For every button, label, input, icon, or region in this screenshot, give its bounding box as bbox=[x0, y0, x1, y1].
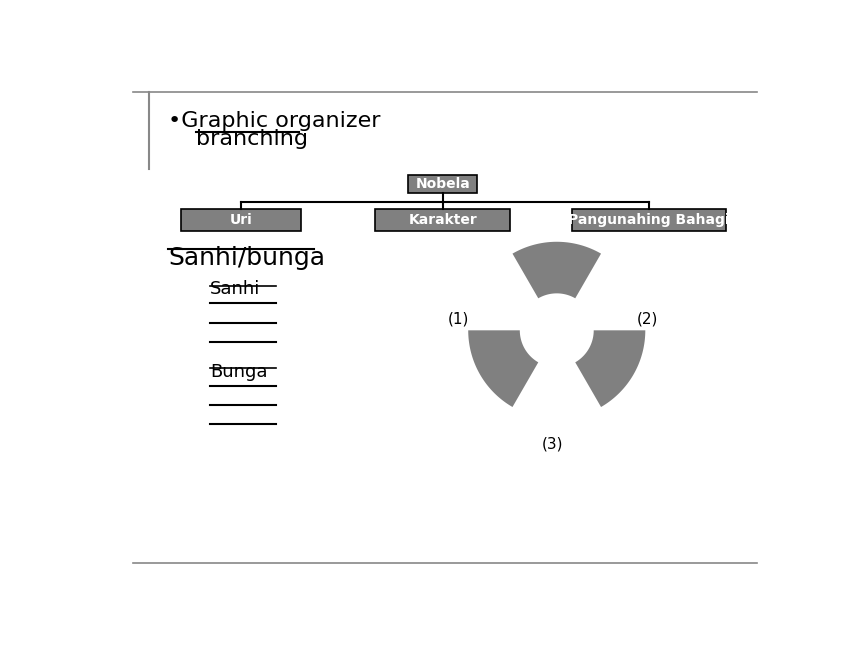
FancyBboxPatch shape bbox=[408, 175, 478, 193]
FancyBboxPatch shape bbox=[181, 209, 301, 231]
Text: Bunga: Bunga bbox=[210, 363, 268, 380]
Text: Sanhi: Sanhi bbox=[210, 281, 261, 298]
Polygon shape bbox=[468, 330, 538, 407]
Text: Karakter: Karakter bbox=[409, 213, 477, 227]
Polygon shape bbox=[512, 242, 601, 298]
Text: Nobela: Nobela bbox=[416, 177, 470, 191]
Text: branching: branching bbox=[196, 128, 308, 148]
FancyBboxPatch shape bbox=[376, 209, 510, 231]
Text: Sanhi/bunga: Sanhi/bunga bbox=[168, 246, 325, 270]
Text: Uri: Uri bbox=[230, 213, 252, 227]
Text: (2): (2) bbox=[637, 311, 658, 327]
FancyBboxPatch shape bbox=[572, 209, 726, 231]
Text: (1): (1) bbox=[448, 311, 469, 327]
Polygon shape bbox=[575, 330, 645, 407]
Text: •Graphic organizer: •Graphic organizer bbox=[168, 111, 380, 131]
Text: Pangunahing Bahagi: Pangunahing Bahagi bbox=[569, 213, 730, 227]
Text: (3): (3) bbox=[543, 437, 563, 452]
